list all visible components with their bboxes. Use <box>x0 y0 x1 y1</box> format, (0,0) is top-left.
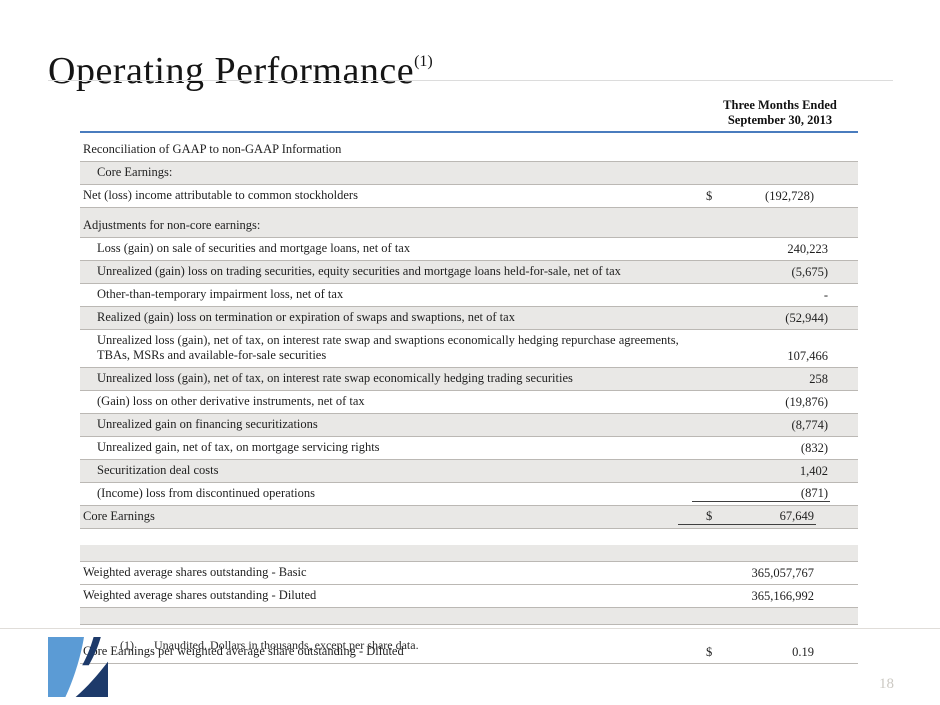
row-label: Weighted average shares outstanding - Ba… <box>83 565 307 580</box>
row-value: (5,675) <box>791 264 828 279</box>
row-value-area: 1,402 <box>692 464 830 479</box>
table-row: Weighted average shares outstanding - Di… <box>80 584 858 608</box>
logo-navy-swoosh <box>75 661 108 697</box>
row-value-area: (19,876) <box>692 395 830 410</box>
table-row: Securitization deal costs 1,402 <box>80 459 858 483</box>
table-spacer-row <box>80 528 858 545</box>
row-value-area: 365,057,767 <box>678 566 816 581</box>
table-spacer-row <box>80 607 858 625</box>
table-row: (Income) loss from discontinued operatio… <box>80 482 858 506</box>
row-value-area: 107,466 <box>692 349 830 364</box>
table-row: Unrealized (gain) loss on trading securi… <box>80 260 858 284</box>
row-label: Unrealized gain, net of tax, on mortgage… <box>97 440 380 455</box>
row-label: Loss (gain) on sale of securities and mo… <box>97 240 411 255</box>
table-row: Core Earnings: <box>80 161 858 185</box>
table-row: Core Earnings per weighted average share… <box>80 640 858 664</box>
row-value: 258 <box>809 371 828 386</box>
row-label: Adjustments for non-core earnings: <box>83 217 261 232</box>
table-row: Realized (gain) loss on termination or e… <box>80 306 858 330</box>
row-value: 1,402 <box>799 463 828 478</box>
row-value: 365,166,992 <box>751 588 815 603</box>
row-value: 107,466 <box>787 348 828 363</box>
logo-light-blue-shape <box>48 637 84 697</box>
period-header-line1: Three Months Ended <box>723 98 837 112</box>
table-body: Reconciliation of GAAP to non-GAAP Infor… <box>80 138 858 664</box>
table-row: Unrealized loss (gain), net of tax, on i… <box>80 329 858 368</box>
table-row: Unrealized gain on financing securitizat… <box>80 413 858 437</box>
footnote-text: Unaudited. Dollars in thousands, except … <box>154 638 419 652</box>
currency-symbol: $ <box>706 508 713 523</box>
row-value-area: - <box>692 288 830 303</box>
row-value: (832) <box>800 440 828 455</box>
row-value: 365,057,767 <box>751 565 815 580</box>
footnote-marker: (1) <box>120 638 134 652</box>
row-label: Reconciliation of GAAP to non-GAAP Infor… <box>83 141 342 156</box>
company-logo <box>48 637 108 697</box>
table-header: Three Months Ended September 30, 2013 <box>80 98 858 128</box>
row-value: 240,223 <box>787 241 828 256</box>
row-value-area: (871) <box>692 486 830 502</box>
row-value: - <box>823 287 828 302</box>
row-value: (52,944) <box>785 310 828 325</box>
row-label: Core Earnings: <box>97 164 173 179</box>
row-label: Core Earnings <box>83 509 155 524</box>
row-value-area: $0.19 <box>678 645 816 660</box>
row-value-area: 258 <box>692 372 830 387</box>
page-number: 18 <box>879 676 894 692</box>
header-underline <box>80 130 858 133</box>
row-label: Other-than-temporary impairment loss, ne… <box>97 286 344 301</box>
page-title-text: Operating Performance <box>48 50 415 93</box>
row-value: (192,728) <box>765 188 814 203</box>
row-value-area: 365,166,992 <box>678 589 816 604</box>
row-label: (Income) loss from discontinued operatio… <box>97 486 316 501</box>
row-label: Core Earnings per weighted average share… <box>83 644 404 659</box>
table-row: Reconciliation of GAAP to non-GAAP Infor… <box>80 138 858 162</box>
table-row: (Gain) loss on other derivative instrume… <box>80 390 858 414</box>
row-value-area: 240,223 <box>692 242 830 257</box>
row-value: (19,876) <box>785 394 828 409</box>
row-value: 0.19 <box>792 644 814 659</box>
title-footnote-reference: (1) <box>414 52 433 70</box>
table-row: Unrealized loss (gain), net of tax, on i… <box>80 367 858 391</box>
row-label: Realized (gain) loss on termination or e… <box>97 309 515 324</box>
row-value-area: (832) <box>692 441 830 456</box>
table-row: Unrealized gain, net of tax, on mortgage… <box>80 436 858 460</box>
table-row: Core Earnings $67,649 <box>80 505 858 529</box>
row-label: Unrealized loss (gain), net of tax, on i… <box>97 332 679 363</box>
currency-symbol: $ <box>706 644 713 659</box>
row-value-area: $ (192,728) <box>678 189 816 204</box>
row-label: Net (loss) income attributable to common… <box>83 187 358 202</box>
reconciliation-table: Three Months Ended September 30, 2013 Re… <box>80 98 858 664</box>
row-label: Unrealized loss (gain), net of tax, on i… <box>97 371 573 386</box>
period-column-header: Three Months Ended September 30, 2013 <box>704 98 856 128</box>
row-label: Unrealized (gain) loss on trading securi… <box>97 263 621 278</box>
table-row: Other-than-temporary impairment loss, ne… <box>80 283 858 307</box>
row-label: (Gain) loss on other derivative instrume… <box>97 394 365 409</box>
footer-divider <box>0 628 940 629</box>
row-value-area: (8,774) <box>692 418 830 433</box>
row-value-area: (5,675) <box>692 265 830 280</box>
row-value: (871) <box>800 485 828 500</box>
table-row: Weighted average shares outstanding - Ba… <box>80 561 858 585</box>
page-title: Operating Performance(1) <box>48 51 433 93</box>
period-header-line2: September 30, 2013 <box>727 112 833 127</box>
row-label: Securitization deal costs <box>97 463 219 478</box>
row-value-area: (52,944) <box>692 311 830 326</box>
row-value: (8,774) <box>791 417 828 432</box>
table-row: Loss (gain) on sale of securities and mo… <box>80 237 858 261</box>
row-label: Unrealized gain on financing securitizat… <box>97 417 318 432</box>
logo-navy-bar <box>82 637 101 666</box>
table-row: Adjustments for non-core earnings: <box>80 207 858 238</box>
row-label: Weighted average shares outstanding - Di… <box>83 588 317 603</box>
currency-symbol: $ <box>706 188 713 203</box>
title-divider <box>48 80 893 81</box>
row-value: 67,649 <box>779 508 814 523</box>
table-spacer-row <box>80 544 858 562</box>
row-value-area: $67,649 <box>678 509 816 525</box>
table-row: Net (loss) income attributable to common… <box>80 184 858 208</box>
footnote: (1) Unaudited. Dollars in thousands, exce… <box>120 638 419 653</box>
